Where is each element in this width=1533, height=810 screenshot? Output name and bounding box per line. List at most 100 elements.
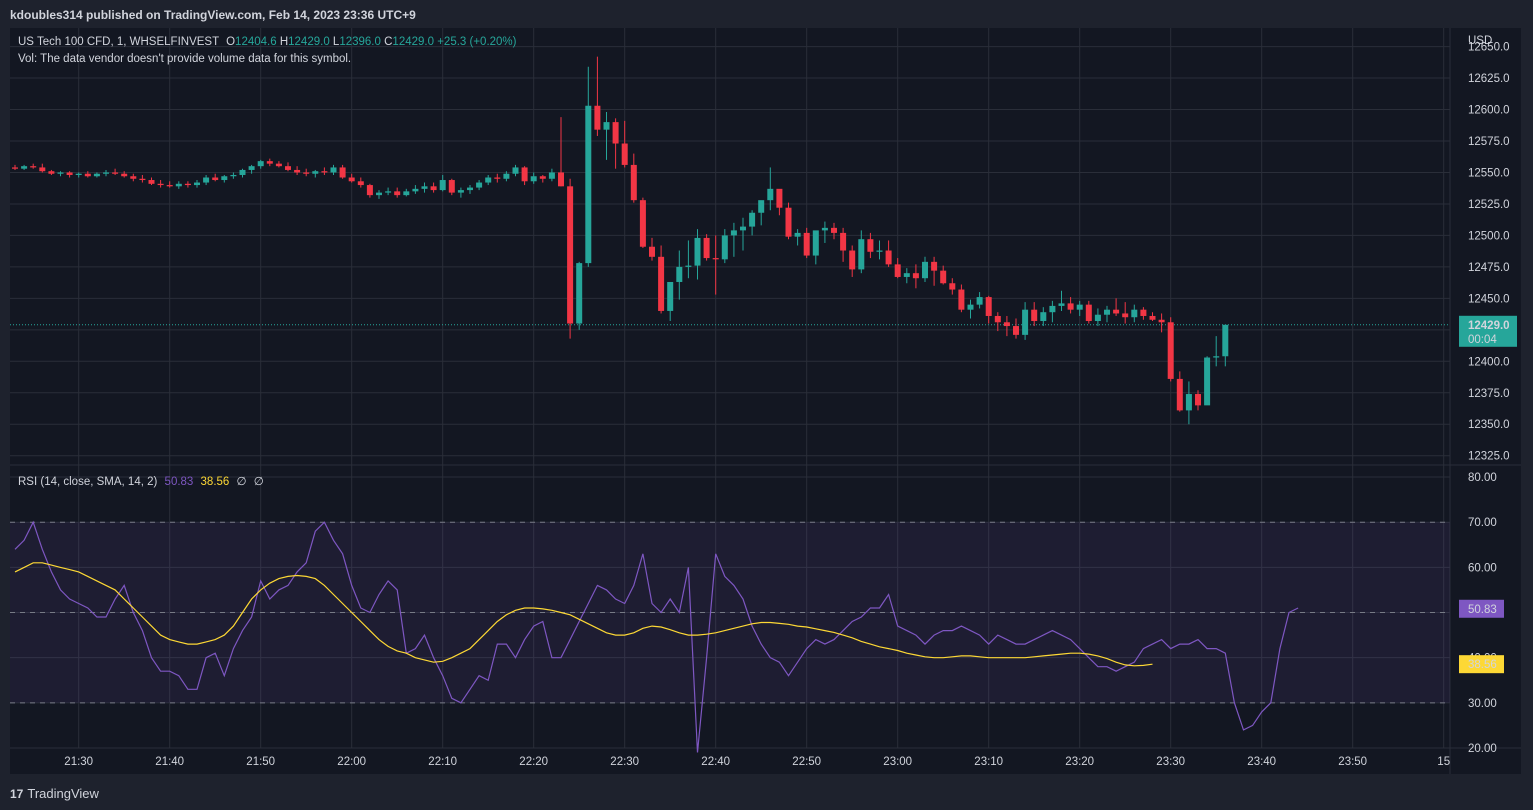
candle-body <box>1094 314 1101 322</box>
candle-body <box>130 176 137 179</box>
candle-body <box>1167 322 1174 379</box>
candle-body <box>867 239 874 252</box>
candle-body <box>330 167 337 173</box>
candle-body <box>1140 309 1147 316</box>
chart-canvas[interactable]: USD12325.012350.012375.012400.012425.012… <box>10 28 1521 774</box>
candle-body <box>703 237 710 259</box>
candle-body <box>585 105 592 264</box>
candle-body <box>439 180 446 191</box>
candle-body <box>376 192 382 196</box>
time-tick-label: 22:30 <box>610 756 639 768</box>
tradingview-mark-icon: 17 <box>10 787 24 801</box>
rsi-extra-2: ∅ <box>253 476 264 488</box>
symbol-name[interactable]: US Tech 100 CFD, 1, WHSELFINVEST <box>18 36 219 48</box>
countdown-badge-text: 00:04 <box>1468 334 1497 346</box>
time-tick-label: 21:40 <box>155 756 184 768</box>
candle-body <box>639 200 646 247</box>
candle-body <box>357 181 364 186</box>
candle-body <box>630 164 637 201</box>
candle-body <box>312 171 319 174</box>
candle-body <box>876 250 883 252</box>
candle-body <box>476 182 483 188</box>
candle-body <box>685 265 692 267</box>
candle-body <box>139 178 146 181</box>
tradingview-logo[interactable]: 17 TradingView <box>10 786 99 801</box>
publisher-line: kdoubles314 published on TradingView.com… <box>10 8 416 22</box>
candle-body <box>922 261 928 279</box>
candle-body <box>785 207 792 237</box>
last-price-badge <box>1459 315 1517 347</box>
candle-body <box>758 200 765 213</box>
candle-body <box>912 273 919 279</box>
candle-body <box>366 185 373 196</box>
volume-note-row: Vol: The data vendor doesn't provide vol… <box>18 53 351 65</box>
candle-body <box>621 143 628 165</box>
candle-body <box>321 171 328 173</box>
candle-body <box>721 235 728 260</box>
candle-body <box>1085 304 1092 322</box>
candle-body <box>740 226 746 231</box>
candle-body <box>794 232 801 237</box>
time-tick-label: 23:20 <box>1065 756 1094 768</box>
candle-body <box>66 172 73 175</box>
price-tick-label: 12575.0 <box>1468 136 1510 148</box>
candle-body <box>521 167 528 182</box>
candle-body <box>1185 394 1192 411</box>
rsi-value: 50.83 <box>164 476 194 488</box>
candle-body <box>1213 356 1220 358</box>
candle-body <box>940 270 947 284</box>
candle-body <box>1176 378 1183 411</box>
price-tick-label: 12650.0 <box>1468 42 1510 54</box>
publish-header: kdoubles314 published on TradingView.com… <box>0 0 1533 28</box>
rsi-sma-badge-text: 38.56 <box>1468 659 1497 671</box>
candle-body <box>831 227 837 233</box>
candle-body <box>985 297 992 316</box>
candle-body <box>221 176 228 181</box>
candle-body <box>1067 303 1074 310</box>
candle-body <box>303 172 310 174</box>
candle-body <box>694 237 701 266</box>
price-tick-label: 12525.0 <box>1468 199 1510 211</box>
candle-body <box>1049 305 1056 313</box>
price-tick-label: 12500.0 <box>1468 230 1510 242</box>
candle-body <box>539 176 546 179</box>
candle-body <box>776 188 783 208</box>
candle-body <box>430 186 437 191</box>
candle-body <box>348 177 355 182</box>
candle-body <box>1195 394 1201 406</box>
price-tick-label: 12400.0 <box>1468 356 1510 368</box>
candle-body <box>75 173 82 175</box>
candle-body <box>1158 319 1165 323</box>
candle-body <box>457 190 464 193</box>
candle-body <box>612 122 619 144</box>
time-tick-label: 23:30 <box>1156 756 1185 768</box>
time-tick-label: 23:10 <box>974 756 1003 768</box>
candle-body <box>576 263 583 324</box>
candle-body <box>1222 324 1229 357</box>
candle-body <box>1013 326 1019 335</box>
candle-body <box>230 174 237 177</box>
candle-body <box>394 191 401 196</box>
candle-body <box>667 281 674 311</box>
candle-body <box>730 230 737 236</box>
tradingview-brand: TradingView <box>27 786 99 801</box>
candle-body <box>285 166 291 170</box>
candle-body <box>1003 322 1010 327</box>
candles <box>12 56 1229 425</box>
time-tick-label: 23:40 <box>1247 756 1276 768</box>
candle-body <box>849 250 856 270</box>
candle-body <box>412 188 419 192</box>
candle-body <box>821 227 828 231</box>
time-tick-label: 22:40 <box>701 756 730 768</box>
candle-body <box>812 230 819 256</box>
candle-body <box>157 183 164 186</box>
price-legend: US Tech 100 CFD, 1, WHSELFINVEST O12404.… <box>18 36 516 48</box>
candle-body <box>1113 309 1120 314</box>
candle-body <box>967 304 974 310</box>
candle-body <box>485 177 492 183</box>
time-tick-label: 22:20 <box>519 756 548 768</box>
rsi-label[interactable]: RSI (14, close, SMA, 14, 2) <box>18 476 158 488</box>
price-tick-label: 12475.0 <box>1468 262 1510 274</box>
candle-body <box>30 166 37 168</box>
candle-body <box>175 183 182 187</box>
